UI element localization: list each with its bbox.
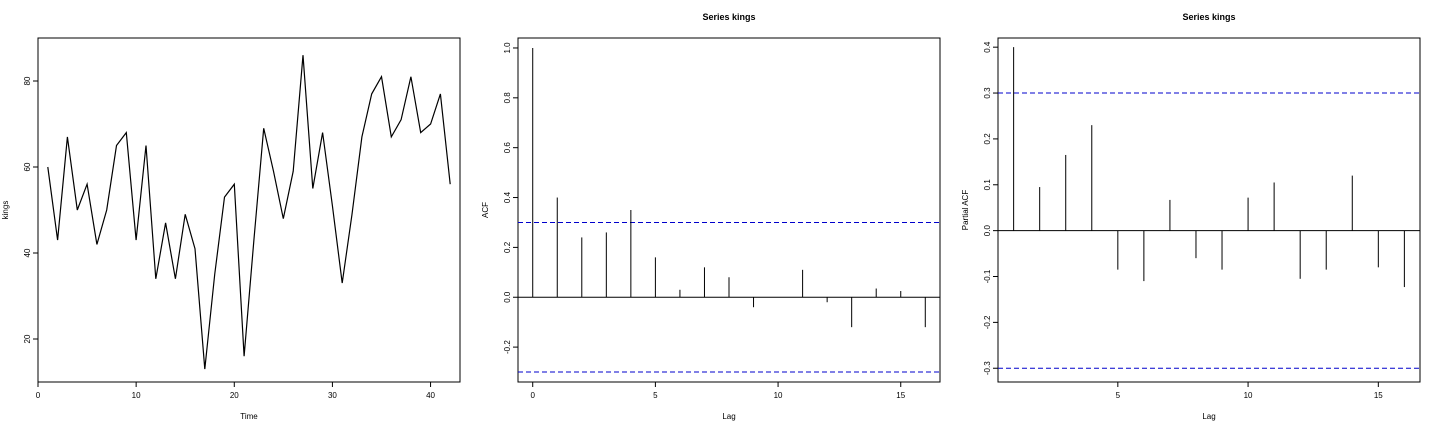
- y-tick-label: 0.4: [983, 41, 992, 53]
- y-tick-label: 60: [23, 162, 32, 171]
- y-tick-label: 0.0: [983, 225, 992, 237]
- x-tick-label: 30: [328, 391, 337, 400]
- x-tick-label: 10: [1244, 391, 1253, 400]
- panel-2: 0 5 10 15 -0.2 0.0 0.2 0.4 0.6 0.8 1.0 Lag ACF Series…: [481, 12, 941, 421]
- y-axis-label: Partial ACF: [961, 190, 970, 231]
- y-tick-label: 0.0: [503, 291, 512, 303]
- x-tick-label: 0: [530, 391, 535, 400]
- panel-3: 5 10 15 -0.3 -0.2 -0.1 0.0 0.1 0.2 0.3 0.4 Lag Parti…: [961, 12, 1421, 421]
- x-tick-label: 40: [426, 391, 435, 400]
- x-axis-label: Time: [240, 412, 258, 421]
- x-tick-label: 5: [653, 391, 658, 400]
- plot-frame: [37, 37, 461, 383]
- x-tick-label: 20: [230, 391, 239, 400]
- y-tick-label: 0.6: [503, 142, 512, 154]
- y-tick-label: 0.8: [503, 92, 512, 104]
- x-axis-label: Lag: [1202, 412, 1215, 421]
- plot-frame: [997, 37, 1421, 383]
- y-tick-label: 0.1: [983, 179, 992, 191]
- y-tick-label: 0.4: [503, 191, 512, 203]
- y-tick-label: -0.3: [983, 361, 992, 375]
- x-tick-label: 10: [774, 391, 783, 400]
- y-tick-label: -0.2: [983, 315, 992, 329]
- y-tick-label: 40: [23, 248, 32, 257]
- y-tick-label: -0.1: [983, 269, 992, 283]
- y-axis-label: kings: [1, 201, 10, 220]
- y-tick-label: 1.0: [503, 42, 512, 54]
- x-tick-label: 10: [132, 391, 141, 400]
- x-tick-label: 15: [896, 391, 905, 400]
- y-tick-label: 20: [23, 334, 32, 343]
- y-tick-label: 80: [23, 76, 32, 85]
- y-axis-label: ACF: [481, 202, 490, 218]
- x-axis-label: Lag: [722, 412, 735, 421]
- x-tick-label: 15: [1374, 391, 1383, 400]
- chart-title: Series kings: [702, 12, 755, 22]
- y-tick-label: 0.2: [983, 133, 992, 145]
- x-tick-label: 5: [1116, 391, 1121, 400]
- chart-title: Series kings: [1182, 12, 1235, 22]
- plot-frame: [517, 37, 941, 383]
- series-line: [47, 55, 451, 370]
- y-tick-label: 0.3: [983, 87, 992, 99]
- y-tick-label: 0.2: [503, 241, 512, 253]
- y-tick-label: -0.2: [503, 340, 512, 354]
- x-tick-label: 0: [36, 391, 41, 400]
- panel-1: 0 10 20 30 40 20 40 60 80 Time kings: [1, 37, 461, 421]
